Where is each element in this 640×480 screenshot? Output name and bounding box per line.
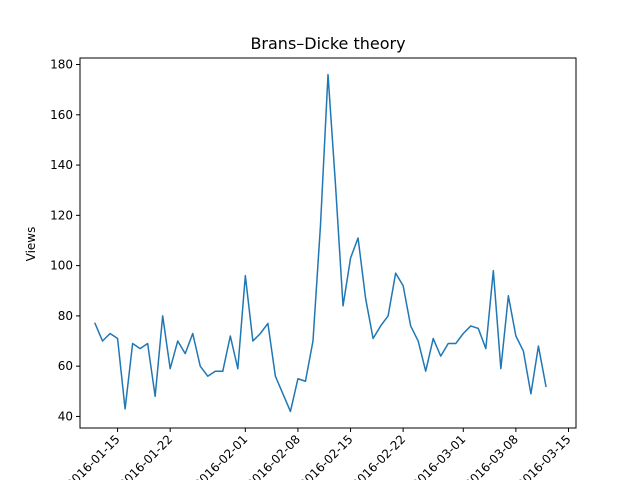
x-tick-label: 2016-02-01 xyxy=(191,432,250,480)
y-axis: 40 60 80 100 120 140 160 180 xyxy=(50,58,80,423)
y-tick-label: 40 xyxy=(58,409,73,423)
x-tick-label: 2016-02-15 xyxy=(296,432,355,480)
y-tick-label: 140 xyxy=(50,158,73,172)
y-tick-label: 180 xyxy=(50,58,73,72)
x-tick-label: 2016-03-08 xyxy=(462,432,521,480)
y-tick-label: 120 xyxy=(50,208,73,222)
x-tick-label: 2016-02-08 xyxy=(244,432,303,480)
chart-title: Brans–Dicke theory xyxy=(250,34,405,53)
x-tick-label: 2016-02-22 xyxy=(349,432,408,480)
y-tick-label: 60 xyxy=(58,359,73,373)
y-tick-label: 100 xyxy=(50,259,73,273)
x-tick-label: 2016-03-15 xyxy=(514,432,573,480)
y-tick-label: 160 xyxy=(50,108,73,122)
x-tick-label: 2016-01-15 xyxy=(63,432,122,480)
x-tick-label: 2016-03-01 xyxy=(409,432,468,480)
plot-frame xyxy=(79,57,577,429)
x-tick-label: 2016-01-22 xyxy=(116,432,175,480)
y-axis-label: Views xyxy=(24,227,38,262)
y-tick-label: 80 xyxy=(58,309,73,323)
series-line xyxy=(94,73,547,413)
